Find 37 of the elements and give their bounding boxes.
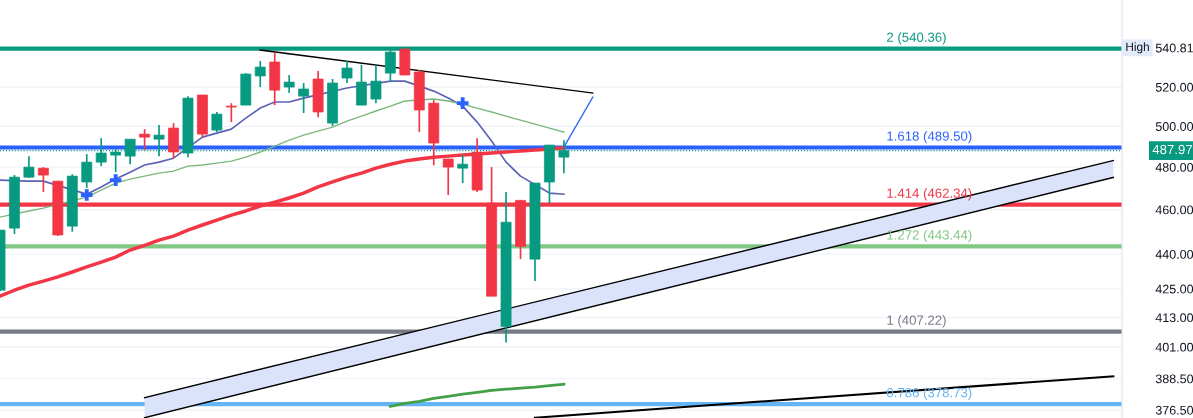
y-tick-label: 480.00: [1155, 162, 1193, 172]
ref-line-label: 487.97: [1152, 144, 1192, 155]
y-tick-label: 413.00: [1155, 313, 1193, 323]
candlestick: [37, 166, 49, 193]
ref-line-label: 1.414 (462.34): [887, 188, 972, 201]
y-tick-label: 500.00: [1155, 122, 1193, 131]
candlestick: [457, 154, 469, 184]
candlestick: [356, 64, 367, 106]
candlestick: [298, 82, 310, 114]
y-tick-label: 388.50: [1155, 374, 1193, 384]
ref-line-label: 1.272 (443.44): [887, 229, 972, 243]
ref-line-label: 1 (407.22): [887, 315, 946, 328]
ref-line-label: 2 (540.36): [887, 32, 946, 45]
candlestick: [370, 64, 382, 104]
ref-line-label: 1.618 (489.50): [887, 131, 972, 144]
candlestick: [254, 60, 266, 88]
y-tick-label: 520.00: [1155, 82, 1193, 92]
candlestick: [341, 60, 353, 84]
candlestick: [225, 102, 237, 123]
candlestick: [211, 111, 223, 133]
y-tick-label: 376.50: [1155, 405, 1193, 415]
candlestick: [442, 157, 454, 196]
point: [109, 174, 122, 186]
text: High: [1126, 42, 1149, 54]
line-series: [0, 98, 565, 218]
candlestick: [283, 74, 295, 94]
candlestick: [81, 153, 93, 189]
y-tick-label: 401.00: [1155, 342, 1193, 352]
y-tick-label: 540.81: [1155, 43, 1193, 53]
y-tick-label: 440.00: [1155, 249, 1193, 259]
y-tick-label: 425.00: [1155, 284, 1193, 294]
line-series: [389, 382, 566, 408]
candlestick: [168, 122, 179, 160]
y-tick-label: 460.00: [1155, 205, 1193, 215]
candlestick: [139, 128, 150, 151]
point: [456, 97, 469, 109]
point: [80, 189, 93, 201]
